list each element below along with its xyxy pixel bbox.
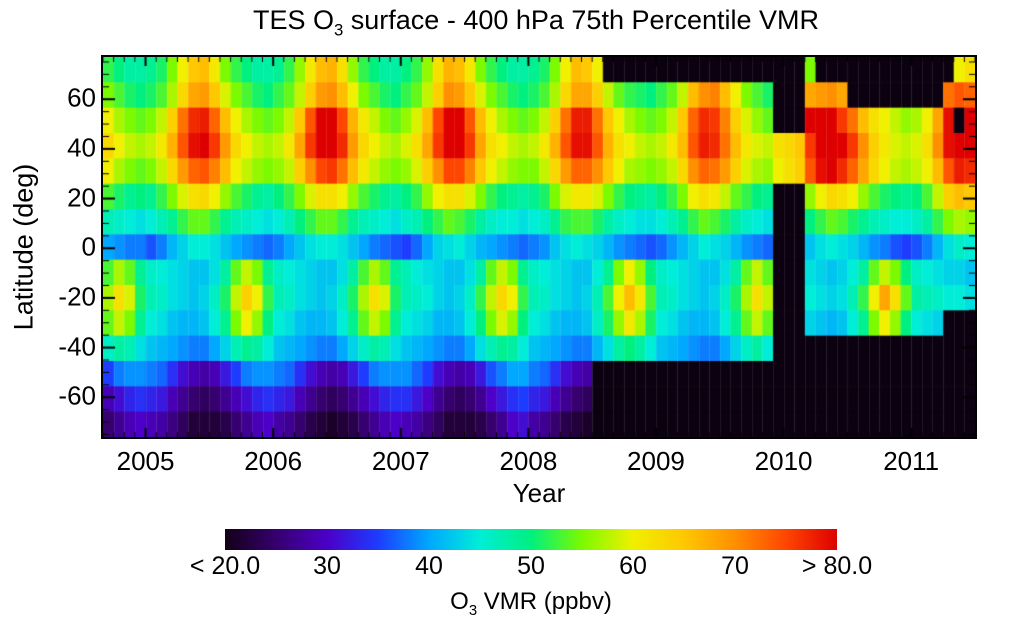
colorbar-title-subscript: 3 (468, 602, 478, 619)
x-tick-label: 2005 (116, 446, 175, 476)
heatmap-plot (101, 55, 977, 439)
x-axis-title: Year (512, 478, 566, 508)
colorbar-tick-label: 40 (415, 552, 443, 580)
heatmap-canvas (103, 57, 975, 437)
colorbar-tick-label: > 80.0 (801, 552, 873, 580)
colorbar-tick-label: < 20.0 (189, 552, 261, 580)
page-title: TES O3 surface - 400 hPa 75th Percentile… (76, 5, 996, 40)
colorbar-tick-label: 30 (313, 552, 341, 580)
colorbar-title: O3 VMR (ppbv) (225, 588, 837, 619)
colorbar-canvas (225, 529, 837, 550)
colorbar-title-suffix: VMR (ppbv) (477, 588, 612, 615)
y-tick-label: 20 (67, 181, 96, 212)
colorbar-tick-label: 50 (517, 552, 545, 580)
y-tick-label: -60 (58, 380, 96, 411)
x-tick-label: 2011 (883, 446, 940, 476)
y-tick-label: -40 (58, 330, 96, 361)
title-prefix: TES O (252, 5, 334, 35)
title-subscript: 3 (333, 20, 344, 40)
x-tick-label: 2010 (754, 446, 813, 476)
colorbar-tick-label: 70 (721, 552, 749, 580)
x-tick-label: 2006 (244, 446, 303, 476)
y-tick-label: -20 (58, 281, 96, 312)
x-tick-label: 2007 (371, 446, 430, 476)
title-suffix: surface - 400 hPa 75th Percentile VMR (343, 5, 820, 35)
y-tick-label: 60 (67, 82, 96, 113)
colorbar-title-prefix: O (450, 588, 469, 615)
x-tick-label: 2008 (499, 446, 558, 476)
y-tick-label: 0 (81, 231, 96, 262)
x-tick-label: 2009 (627, 446, 685, 476)
colorbar-tick-label: 60 (619, 552, 647, 580)
y-tick-label: 40 (67, 132, 96, 163)
